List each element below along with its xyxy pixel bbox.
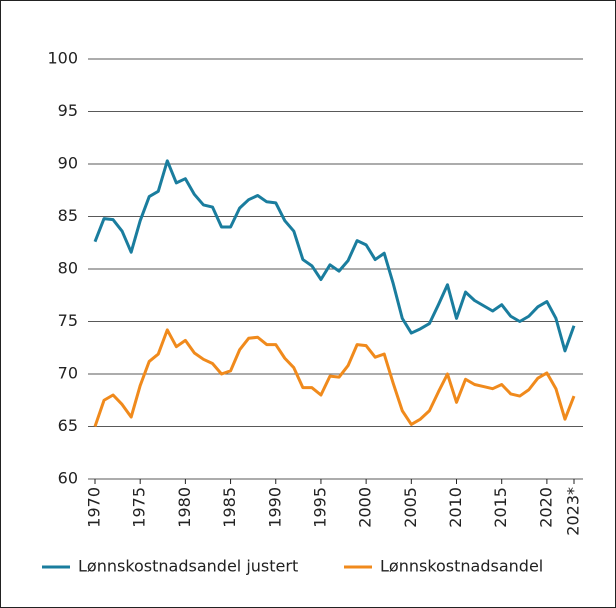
x-tick-label: 1970 xyxy=(85,487,104,528)
legend-label: Lønnskostnadsandel xyxy=(380,557,543,576)
y-tick-label: 95 xyxy=(58,101,78,120)
x-tick-label: 1990 xyxy=(265,487,284,528)
y-tick-label: 80 xyxy=(58,259,78,278)
x-tick-label: 1980 xyxy=(175,487,194,528)
x-tick-label: 2000 xyxy=(356,487,375,528)
legend-label: Lønnskostnadsandel justert xyxy=(78,557,298,576)
y-tick-label: 100 xyxy=(47,49,78,68)
y-tick-label: 65 xyxy=(58,416,78,435)
x-tick-label: 2005 xyxy=(401,487,420,528)
x-tick-label: 1985 xyxy=(220,487,239,528)
line xyxy=(93,159,576,353)
y-tick-label: 70 xyxy=(58,364,78,383)
y-tick-label: 60 xyxy=(58,469,78,488)
line xyxy=(93,328,576,427)
x-tick-label: 2023* xyxy=(564,487,583,536)
x-tick-label: 2010 xyxy=(446,487,465,528)
y-tick-label: 75 xyxy=(58,311,78,330)
x-tick-label: 2020 xyxy=(536,487,555,528)
y-tick-label: 90 xyxy=(58,154,78,173)
y-tick-label: 85 xyxy=(58,206,78,225)
x-tick-label: 1975 xyxy=(130,487,149,528)
x-tick-label: 1995 xyxy=(310,487,329,528)
x-tick-label: 2015 xyxy=(491,487,510,528)
